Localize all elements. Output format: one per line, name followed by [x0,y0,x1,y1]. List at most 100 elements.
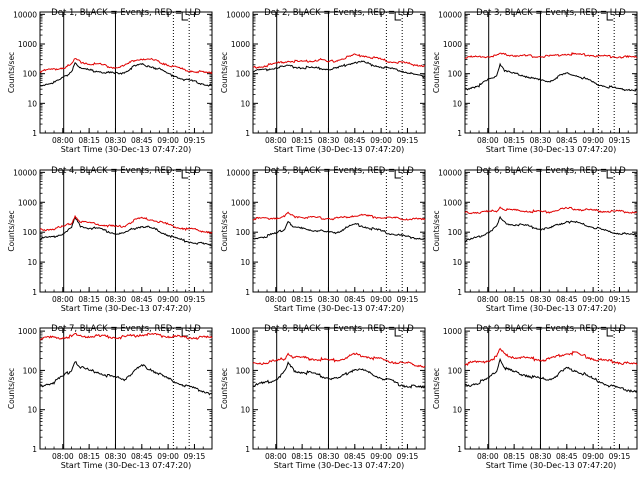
plot-frame [464,327,638,450]
y-tick-label: 10000 [13,168,37,177]
x-tick-label: 08:45 [344,136,366,145]
y-axis-label: Counts/sec [220,52,229,93]
y-axis-label: Counts/sec [432,52,441,93]
panel-title: Det 1, BLACK = Events, RED = LLD [51,8,201,18]
series-lld-line [252,211,426,221]
x-tick-label: 08:30 [530,452,552,461]
y-tick-label: 1000 [18,327,37,336]
x-tick-label: 09:00 [157,295,179,304]
y-tick-label: 10 [240,99,250,108]
y-axis-label: Counts/sec [7,52,16,93]
y-tick-label: 1000 [231,327,250,336]
marker-flag [394,170,402,179]
x-tick-label: 09:15 [609,295,631,304]
series-lld-line [39,332,213,341]
series-lld-line [464,206,638,215]
x-tick-label: 08:15 [503,136,525,145]
x-axis-label: Start Time (30-Dec-13 07:47:20) [486,461,617,470]
y-tick-label: 100 [236,366,251,375]
x-tick-label: 08:15 [78,452,100,461]
y-tick-label: 1 [457,288,462,297]
x-axis-label: Start Time (30-Dec-13 07:47:20) [486,304,617,313]
x-axis-label: Start Time (30-Dec-13 07:47:20) [61,304,192,313]
y-tick-label: 1000 [231,198,250,207]
y-axis-label: Counts/sec [432,368,441,409]
panel-det-4: Det 4, BLACK = Events, RED = LLD 1 10 100 10… [7,166,213,313]
y-tick-label: 1 [457,445,462,454]
y-tick-label: 1 [457,129,462,138]
x-axis-label: Start Time (30-Dec-13 07:47:20) [274,461,405,470]
panel-det-5: Det 5, BLACK = Events, RED = LLD 1 10 100 10… [220,166,426,313]
x-tick-label: 08:45 [131,452,153,461]
y-tick-label: 100 [448,70,463,79]
x-tick-label: 08:15 [291,452,313,461]
panel-title: Det 8, BLACK = Events, RED = LLD [264,324,414,334]
panel-title: Det 9, BLACK = Events, RED = LLD [476,324,626,334]
y-tick-label: 100 [236,228,251,237]
x-tick-label: 08:00 [477,295,499,304]
x-tick-label: 08:45 [556,452,578,461]
plot-frame [464,169,638,293]
y-tick-label: 1000 [231,40,250,49]
marker-flag [181,170,189,179]
y-axis-label: Counts/sec [220,210,229,251]
x-tick-label: 09:00 [582,452,604,461]
marker-flag [606,170,614,179]
x-axis-label: Start Time (30-Dec-13 07:47:20) [486,145,617,154]
panel-det-3: Det 3, BLACK = Events, RED = LLD 1 10 100 10… [432,8,638,154]
y-tick-label: 100 [23,366,38,375]
x-tick-label: 09:15 [609,452,631,461]
y-axis-label: Counts/sec [7,210,16,251]
y-axis-label: Counts/sec [7,368,16,409]
x-axis-label: Start Time (30-Dec-13 07:47:20) [61,145,192,154]
series-lld-line [39,214,213,234]
plot-frame [252,327,426,450]
x-tick-label: 08:00 [52,295,74,304]
series-events-line [252,60,426,79]
series-events-line [252,220,426,240]
plot-frame [252,169,426,293]
y-tick-label: 10 [452,99,462,108]
x-tick-label: 08:00 [52,452,74,461]
x-tick-label: 09:00 [157,452,179,461]
x-tick-label: 08:30 [105,136,127,145]
x-tick-label: 08:30 [530,295,552,304]
x-tick-label: 09:00 [370,295,392,304]
x-tick-label: 08:45 [131,136,153,145]
marker-flag [394,328,402,337]
y-tick-label: 1 [245,445,250,454]
x-tick-label: 08:15 [503,295,525,304]
plot-frame [39,11,213,134]
x-tick-label: 08:15 [503,452,525,461]
x-tick-label: 08:30 [530,136,552,145]
marker-flag [181,328,189,337]
x-tick-label: 08:45 [344,452,366,461]
x-axis-label: Start Time (30-Dec-13 07:47:20) [274,145,405,154]
x-tick-label: 09:15 [397,295,419,304]
y-tick-label: 10 [27,99,37,108]
panel-det-1: Det 1, BLACK = Events, RED = LLD 1 10 100 10… [7,8,213,154]
y-tick-label: 10 [452,258,462,267]
y-tick-label: 10 [240,258,250,267]
panel-det-8: Det 8, BLACK = Events, RED = LLD 1 10 100 10… [220,324,426,470]
y-tick-label: 1000 [443,327,462,336]
y-tick-label: 1 [245,129,250,138]
y-tick-label: 1000 [443,40,462,49]
x-tick-label: 09:15 [397,452,419,461]
x-tick-label: 08:00 [265,136,287,145]
panel-title: Det 4, BLACK = Events, RED = LLD [51,166,201,176]
x-tick-label: 09:00 [370,136,392,145]
x-tick-label: 08:45 [344,295,366,304]
x-axis-label: Start Time (30-Dec-13 07:47:20) [274,304,405,313]
panel-title: Det 7, BLACK = Events, RED = LLD [51,324,201,334]
y-tick-label: 1 [245,288,250,297]
panel-title: Det 3, BLACK = Events, RED = LLD [476,8,626,18]
y-axis-label: Counts/sec [220,368,229,409]
x-tick-label: 08:45 [556,295,578,304]
marker-flag [606,12,614,21]
series-events-line [252,361,426,389]
y-tick-label: 100 [236,70,251,79]
y-tick-label: 100 [448,228,463,237]
x-tick-label: 09:00 [370,452,392,461]
x-tick-label: 08:15 [78,136,100,145]
